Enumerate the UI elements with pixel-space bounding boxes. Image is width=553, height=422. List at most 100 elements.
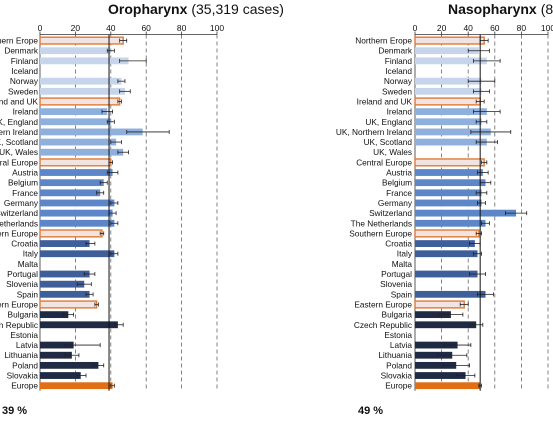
category-label: Poland [12, 360, 38, 370]
category-label: Lithuania [4, 350, 38, 360]
category-label: UK, Scotland [364, 137, 413, 147]
category-label: UK, Wales [0, 147, 38, 157]
country-bar [40, 148, 124, 156]
region-bar [414, 229, 480, 238]
category-label: Bulgaria [8, 310, 39, 320]
region-bar [414, 97, 481, 106]
country-bar [40, 361, 99, 369]
category-label: UK, England [0, 117, 38, 127]
category-label: Slovakia [381, 371, 413, 381]
region-bar [39, 97, 121, 106]
region-bar [414, 300, 465, 309]
category-label: Switzerland [369, 208, 412, 218]
country-bar [40, 138, 117, 146]
country-bar [40, 351, 72, 359]
category-label: Slovakia [7, 371, 39, 381]
country-bar [40, 77, 122, 85]
category-label: Iceland [11, 66, 38, 76]
country-bar [40, 270, 90, 278]
category-label: Germany [378, 198, 413, 208]
tick-label: 40 [463, 23, 473, 33]
chart-panel-0: Oropharynx(35,319 cases) 0 20 40 60 80 100 Nort… [0, 1, 284, 417]
category-label: Sweden [382, 86, 412, 96]
country-bar [40, 108, 108, 116]
category-label: Spain [391, 289, 413, 299]
category-label: Bulgaria [382, 310, 413, 320]
category-label: UK, England [365, 117, 412, 127]
category-label: Germany [4, 198, 39, 208]
category-label: Southern Europe [349, 228, 412, 238]
category-label: Portugal [381, 269, 412, 279]
category-label: Lithuania [378, 350, 412, 360]
category-label: Eastern Europe [354, 299, 412, 309]
country-bar [415, 87, 482, 95]
country-bar [40, 87, 125, 95]
country-bar [415, 77, 482, 85]
category-label: Estonia [10, 330, 38, 340]
chart-subtitle: (35,319 cases) [191, 1, 284, 17]
category-label: Slovenia [380, 279, 412, 289]
category-label: Iceland [385, 66, 412, 76]
category-label: Ireland and UK [357, 96, 413, 106]
country-bar [415, 189, 482, 197]
country-bar [415, 270, 478, 278]
region-bar [39, 158, 112, 167]
country-bar [40, 199, 115, 207]
category-label: Latvia [390, 340, 413, 350]
tick-label: 20 [437, 23, 447, 33]
country-bar [40, 311, 69, 319]
category-label: Denmark [378, 46, 413, 56]
country-bar [415, 57, 487, 65]
overall-percentage-label: 39 % [2, 405, 27, 417]
country-bar [40, 280, 85, 288]
category-label: Italy [397, 249, 413, 259]
country-bar [415, 351, 453, 359]
category-label: Finland [11, 56, 39, 66]
country-bar [415, 128, 491, 136]
category-label: Belgium [382, 178, 412, 188]
category-label: Central Europe [0, 157, 38, 167]
category-label: UK, Northern Ireland [0, 127, 38, 137]
category-label: Norway [384, 76, 413, 86]
category-label: Ireland [13, 107, 39, 117]
tick-label: 0 [38, 23, 43, 33]
country-bar [40, 219, 115, 227]
category-label: Eastern Europe [0, 299, 38, 309]
tick-label: 20 [71, 23, 81, 33]
tick-label: 0 [413, 23, 418, 33]
chart-title-main: Nasopharynx [448, 1, 537, 17]
country-bar [40, 321, 118, 329]
country-bar [415, 118, 482, 126]
region-bar [39, 300, 98, 309]
category-label: Southern Europe [0, 228, 38, 238]
category-label: The Netherlands [0, 218, 38, 228]
category-label: France [386, 188, 412, 198]
category-label: UK, Wales [373, 147, 412, 157]
category-label: The Netherlands [351, 218, 412, 228]
country-bar [40, 189, 101, 197]
category-label: Malta [18, 259, 39, 269]
country-bar [415, 240, 475, 247]
category-label: Czech Republic [354, 320, 412, 330]
chart-subtitle: (8,155 cases) [541, 1, 553, 17]
country-bar [40, 372, 81, 379]
category-label: Malta [392, 259, 413, 269]
europe-bar [415, 382, 481, 390]
category-label: Sweden [8, 86, 38, 96]
tick-label: 80 [177, 23, 187, 33]
category-label: Finland [385, 56, 413, 66]
country-bar [415, 372, 466, 379]
country-bar [415, 47, 479, 55]
category-label: Northern Erope [0, 36, 38, 46]
category-label: Austria [12, 168, 38, 178]
country-bar [40, 128, 143, 136]
country-bar [40, 57, 129, 65]
country-bar [40, 250, 115, 258]
category-label: Slovenia [6, 279, 38, 289]
category-label: Denmark [4, 46, 39, 56]
category-label: Central Europe [356, 157, 412, 167]
tick-label: 80 [517, 23, 527, 33]
category-label: Italy [23, 249, 39, 259]
tick-label: 100 [541, 23, 553, 33]
country-bar [40, 118, 111, 126]
